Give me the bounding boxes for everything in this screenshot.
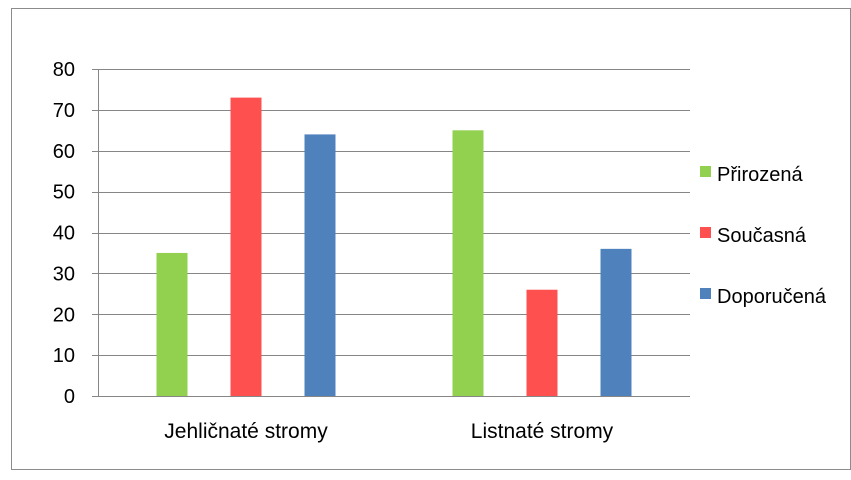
bar-1-3: [304, 134, 336, 396]
y-tick-label: 0: [64, 386, 75, 408]
bar-2-2: [526, 289, 558, 396]
y-axis-ticks: 0 10 20 30 40 50 60 70 80: [53, 59, 75, 408]
legend-label: Doporučená: [717, 286, 827, 308]
grid-lines: [92, 69, 690, 397]
legend-swatch: [700, 227, 711, 238]
bar-1-1: [156, 252, 188, 396]
legend-label: Současná: [717, 225, 807, 247]
y-tick-label: 50: [53, 182, 75, 204]
x-category-label: Jehličnaté stromy: [164, 420, 328, 443]
y-tick-label: 20: [53, 304, 75, 326]
x-category-label: Listnaté stromy: [471, 420, 614, 443]
bar-2-1: [452, 130, 484, 396]
chart-border: [11, 8, 851, 470]
y-tick-label: 60: [53, 141, 75, 163]
y-tick-label: 10: [53, 345, 75, 367]
bar-1-2: [230, 97, 262, 397]
y-tick-label: 30: [53, 263, 75, 285]
bar-2-3: [600, 248, 632, 396]
y-tick-label: 80: [53, 59, 75, 81]
legend-swatch: [700, 166, 711, 177]
x-axis-labels: Jehličnaté stromy Listnaté stromy: [164, 420, 613, 443]
legend-label: Přirozená: [717, 164, 803, 186]
legend-swatch: [700, 288, 711, 299]
y-tick-label: 70: [53, 100, 75, 122]
legend: Přirozená Současná Doporučená: [700, 164, 827, 308]
bars: [156, 97, 632, 397]
y-tick-label: 40: [53, 223, 75, 245]
